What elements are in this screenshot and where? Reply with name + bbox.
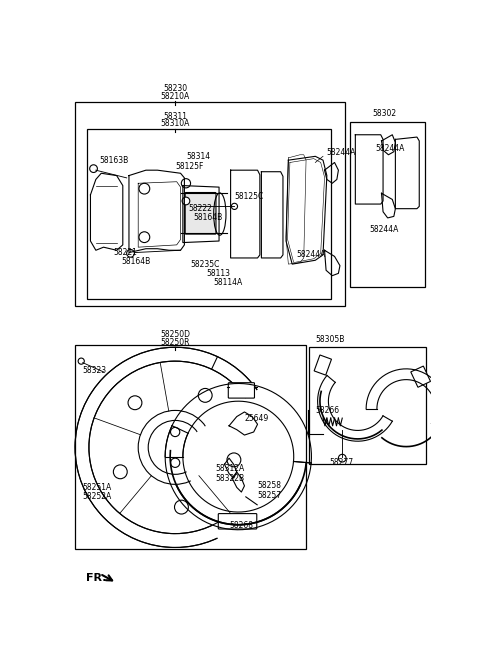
Circle shape [198, 389, 212, 403]
FancyBboxPatch shape [185, 192, 216, 234]
Text: 58250D: 58250D [160, 330, 190, 340]
Circle shape [170, 458, 180, 467]
Text: 25649: 25649 [244, 414, 269, 422]
Circle shape [170, 428, 180, 437]
Circle shape [113, 465, 127, 479]
Text: 58305B: 58305B [315, 335, 345, 344]
Text: 58268: 58268 [229, 522, 253, 530]
FancyBboxPatch shape [218, 514, 257, 529]
Text: 58244A: 58244A [375, 144, 405, 153]
Text: 58244A: 58244A [369, 225, 398, 234]
Text: 58113: 58113 [206, 269, 230, 278]
Circle shape [127, 249, 134, 257]
Text: 58258: 58258 [258, 481, 282, 490]
Text: 58244A: 58244A [327, 148, 356, 157]
Bar [314, 355, 332, 375]
Text: 58302: 58302 [372, 110, 396, 118]
Text: 58312A: 58312A [215, 463, 244, 473]
Bar [411, 366, 431, 387]
Text: 58221: 58221 [114, 248, 137, 257]
Text: 58164B: 58164B [193, 214, 223, 222]
Text: 58164B: 58164B [121, 257, 151, 266]
Text: 58277: 58277 [329, 458, 353, 467]
Bar [75, 102, 345, 307]
Circle shape [338, 454, 346, 462]
FancyBboxPatch shape [228, 383, 254, 398]
Text: 58311: 58311 [163, 112, 187, 121]
Text: 58323: 58323 [83, 366, 107, 375]
Wedge shape [175, 389, 277, 539]
Circle shape [182, 197, 190, 205]
Bar [75, 345, 306, 549]
Text: 58163B: 58163B [100, 156, 129, 165]
Circle shape [175, 500, 188, 514]
Bar [86, 130, 332, 299]
Bar [350, 122, 425, 288]
Text: 58310A: 58310A [160, 120, 190, 128]
Text: 58250R: 58250R [160, 338, 190, 347]
Text: 58257: 58257 [258, 490, 282, 500]
Circle shape [90, 165, 97, 173]
Text: 58266: 58266 [315, 406, 339, 415]
Text: 58210A: 58210A [160, 92, 190, 100]
Circle shape [227, 453, 241, 467]
Circle shape [139, 232, 150, 243]
Text: 58230: 58230 [163, 84, 187, 93]
Circle shape [231, 204, 238, 210]
Text: 58252A: 58252A [83, 492, 112, 501]
Text: FR.: FR. [86, 573, 107, 583]
Text: 58314: 58314 [186, 152, 210, 161]
Bar [309, 347, 426, 464]
Text: 58235C: 58235C [191, 260, 220, 268]
Text: 58322B: 58322B [215, 474, 244, 483]
Text: 58125F: 58125F [175, 162, 204, 171]
Circle shape [139, 183, 150, 194]
Circle shape [128, 396, 142, 410]
Text: 58222: 58222 [188, 204, 212, 214]
Text: 58125C: 58125C [234, 192, 264, 201]
Text: 58251A: 58251A [83, 483, 112, 492]
Text: 58114A: 58114A [214, 278, 243, 287]
Circle shape [78, 358, 84, 364]
Circle shape [181, 178, 191, 188]
Text: 58244A: 58244A [296, 251, 325, 259]
